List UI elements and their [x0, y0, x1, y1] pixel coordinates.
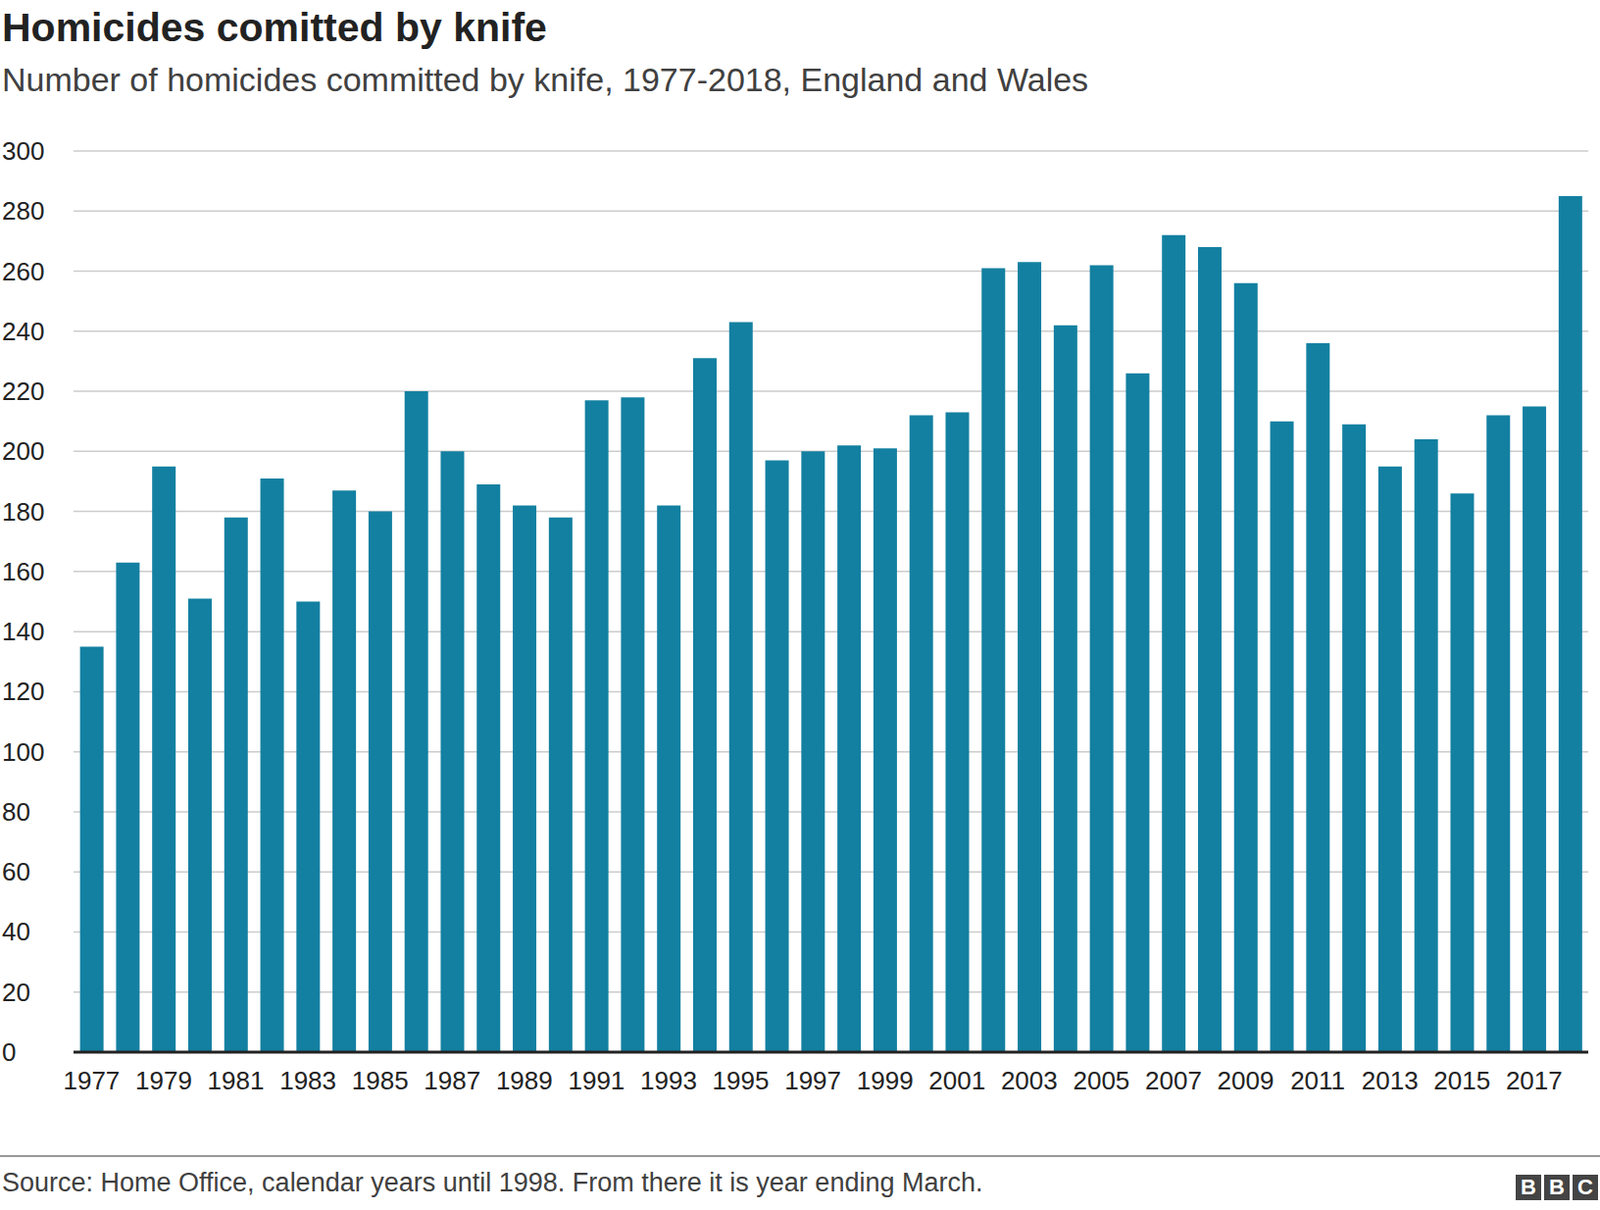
- svg-text:240: 240: [7, 316, 45, 347]
- html-text:C: C: [1577, 1174, 1594, 1200]
- svg-text:180: 180: [7, 497, 45, 527]
- svg-text:80: 80: [7, 797, 31, 827]
- svg-text:1991: 1991: [567, 1065, 625, 1096]
- svg-text:2015: 2015: [1433, 1065, 1491, 1096]
- svg-text:160: 160: [7, 556, 45, 587]
- svg-text:1977: 1977: [62, 1065, 120, 1096]
- svg-text:1999: 1999: [856, 1065, 914, 1096]
- svg-text:300: 300: [7, 136, 45, 166]
- svg-text:60: 60: [7, 856, 31, 887]
- svg-text:1979: 1979: [135, 1065, 193, 1096]
- svg-text:1997: 1997: [784, 1065, 842, 1096]
- svg-text:120: 120: [7, 676, 45, 706]
- svg-text:220: 220: [7, 376, 45, 406]
- svg-text:1989: 1989: [496, 1065, 553, 1096]
- svg-text:40: 40: [7, 916, 31, 947]
- svg-text:2005: 2005: [1072, 1065, 1130, 1096]
- html-text:Number of homicides committed: Number of homicides committed by knife, …: [1, 60, 1089, 99]
- html-text:B: B: [1549, 1174, 1565, 1200]
- svg-text:0: 0: [7, 1037, 16, 1067]
- svg-text:260: 260: [7, 256, 45, 287]
- svg-text:2003: 2003: [1000, 1065, 1058, 1096]
- svg-text:100: 100: [7, 737, 45, 767]
- svg-text:1983: 1983: [279, 1065, 337, 1096]
- html-text:B: B: [1520, 1174, 1537, 1200]
- svg-text:200: 200: [7, 436, 45, 466]
- svg-text:1985: 1985: [351, 1065, 409, 1096]
- svg-text:1993: 1993: [640, 1065, 698, 1096]
- svg-text:2001: 2001: [928, 1065, 986, 1096]
- svg-text:2011: 2011: [1290, 1065, 1346, 1096]
- svg-text:1981: 1981: [207, 1065, 265, 1096]
- html-text:Homicides comitted by knife: Homicides comitted by knife: [1, 4, 547, 50]
- svg-text:2013: 2013: [1361, 1065, 1419, 1096]
- svg-text:1987: 1987: [423, 1065, 481, 1096]
- svg-text:2009: 2009: [1217, 1065, 1275, 1096]
- svg-text:2007: 2007: [1145, 1065, 1202, 1096]
- svg-text:280: 280: [7, 196, 45, 226]
- html-text:Source: Home Office, calendar: Source: Home Office, calendar years unti…: [1, 1167, 983, 1198]
- svg-text:20: 20: [7, 977, 31, 1007]
- svg-text:1995: 1995: [712, 1065, 770, 1096]
- svg-text:140: 140: [7, 616, 45, 647]
- svg-text:2017: 2017: [1505, 1065, 1563, 1096]
